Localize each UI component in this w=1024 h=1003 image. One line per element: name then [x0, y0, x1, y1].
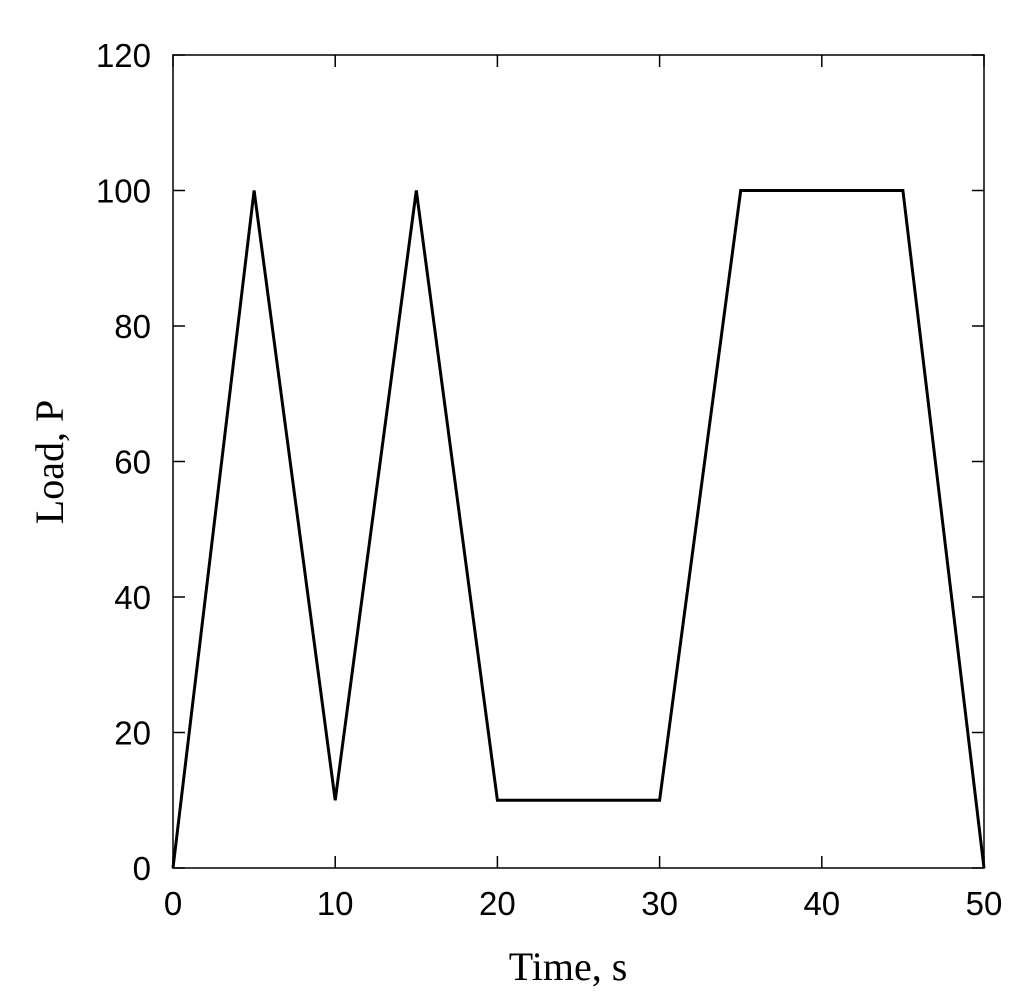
y-tick-label: 0 — [133, 850, 151, 887]
x-tick-label: 30 — [641, 885, 678, 922]
y-tick-label: 120 — [96, 37, 151, 74]
tick-labels: 0 10 20 30 40 50 0 20 40 60 80 100 120 — [96, 37, 1002, 922]
x-tick-label: 40 — [803, 885, 840, 922]
axis-ticks — [172, 54, 985, 869]
y-tick-label: 20 — [114, 715, 151, 752]
x-tick-label: 20 — [479, 885, 516, 922]
plot-frame — [172, 54, 985, 869]
y-tick-label: 60 — [114, 444, 151, 481]
y-tick-label: 100 — [96, 173, 151, 210]
y-tick-label: 80 — [114, 308, 151, 345]
x-tick-label: 10 — [317, 885, 354, 922]
series-group — [171, 189, 986, 869]
y-axis-label: Load, P — [27, 400, 72, 524]
x-tick-label: 0 — [164, 885, 182, 922]
x-axis-label: Time, s — [509, 944, 628, 989]
series-line-load — [171, 189, 986, 869]
x-tick-label: 50 — [966, 885, 1003, 922]
y-tick-label: 40 — [114, 579, 151, 616]
